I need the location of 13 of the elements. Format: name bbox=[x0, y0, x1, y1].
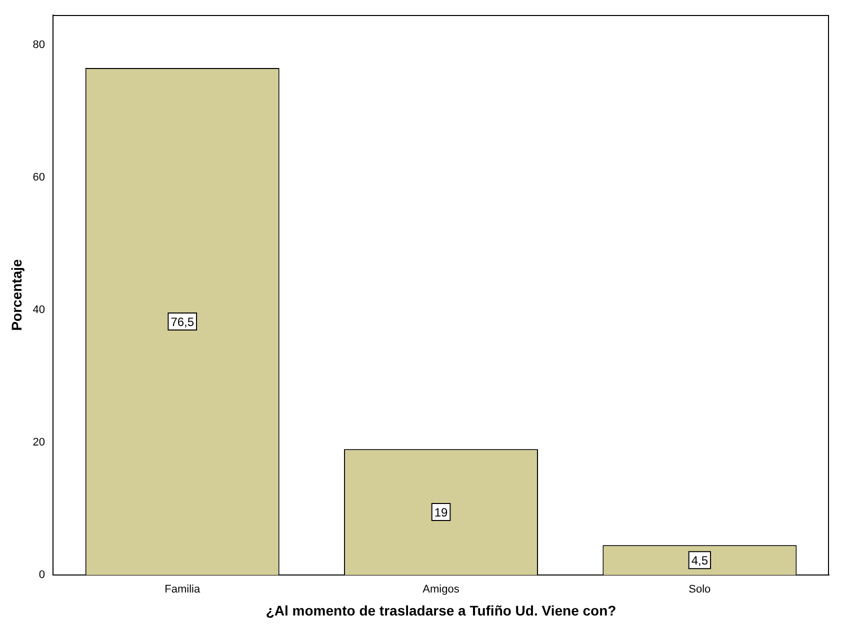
data-label: 19 bbox=[434, 505, 448, 520]
x-tick-label: Solo bbox=[688, 584, 711, 596]
y-tick-label: 80 bbox=[32, 38, 46, 51]
y-tick-label: 40 bbox=[32, 304, 46, 316]
y-tick-label: 20 bbox=[32, 436, 46, 448]
data-label: 4,5 bbox=[691, 553, 708, 568]
y-axis-title: Porcentaje bbox=[8, 258, 24, 331]
x-tick-label: Amigos bbox=[422, 584, 460, 596]
y-tick-label: 60 bbox=[32, 171, 46, 184]
x-axis-title: ¿Al momento de trasladarse a Tufiño Ud. Viene con? bbox=[266, 602, 616, 618]
x-tick-label: Familia bbox=[164, 584, 201, 596]
data-label: 76,5 bbox=[170, 314, 194, 329]
y-tick-label: 0 bbox=[38, 569, 46, 582]
